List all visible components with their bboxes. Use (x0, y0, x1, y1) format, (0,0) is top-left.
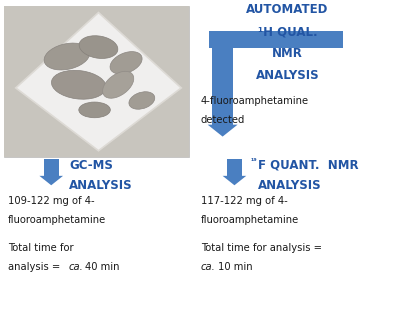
Text: 10 min: 10 min (218, 262, 253, 272)
Text: GC-MS: GC-MS (69, 159, 113, 171)
Polygon shape (227, 159, 242, 176)
Text: Total time for: Total time for (8, 243, 74, 253)
Text: ¹⁹: ¹⁹ (250, 157, 257, 166)
Text: analysis =: analysis = (8, 262, 63, 272)
Polygon shape (223, 176, 246, 185)
FancyBboxPatch shape (4, 6, 189, 157)
Polygon shape (39, 176, 63, 185)
Text: ¹H QUAL.: ¹H QUAL. (258, 25, 318, 38)
Text: ANALYSIS: ANALYSIS (69, 179, 132, 192)
Ellipse shape (129, 92, 155, 109)
Ellipse shape (52, 70, 106, 99)
Polygon shape (209, 31, 233, 48)
Text: detected: detected (201, 115, 245, 125)
Text: NMR: NMR (272, 47, 303, 60)
Polygon shape (212, 39, 233, 125)
Text: 117-122 mg of 4-: 117-122 mg of 4- (201, 196, 288, 206)
Text: fluoroamphetamine: fluoroamphetamine (201, 215, 299, 225)
Ellipse shape (102, 71, 134, 98)
Bar (4, 6, 189, 157)
Polygon shape (209, 31, 343, 48)
Text: ANALYSIS: ANALYSIS (258, 179, 322, 192)
Text: 109-122 mg of 4-: 109-122 mg of 4- (8, 196, 95, 206)
Text: AUTOMATED: AUTOMATED (246, 3, 329, 16)
Ellipse shape (79, 102, 110, 118)
Text: ca.: ca. (201, 262, 216, 272)
Polygon shape (44, 159, 59, 176)
Text: ANALYSIS: ANALYSIS (256, 69, 320, 82)
Polygon shape (208, 125, 238, 137)
Text: fluoroamphetamine: fluoroamphetamine (8, 215, 106, 225)
Polygon shape (16, 13, 181, 151)
Ellipse shape (110, 51, 142, 74)
Ellipse shape (79, 36, 118, 58)
Text: ca.: ca. (69, 262, 84, 272)
Ellipse shape (44, 43, 90, 70)
Text: Total time for analysis =: Total time for analysis = (201, 243, 322, 253)
Text: 4-fluoroamphetamine: 4-fluoroamphetamine (201, 96, 309, 106)
Text: 40 min: 40 min (85, 262, 119, 272)
Text: F QUANT.  NMR: F QUANT. NMR (258, 159, 359, 171)
